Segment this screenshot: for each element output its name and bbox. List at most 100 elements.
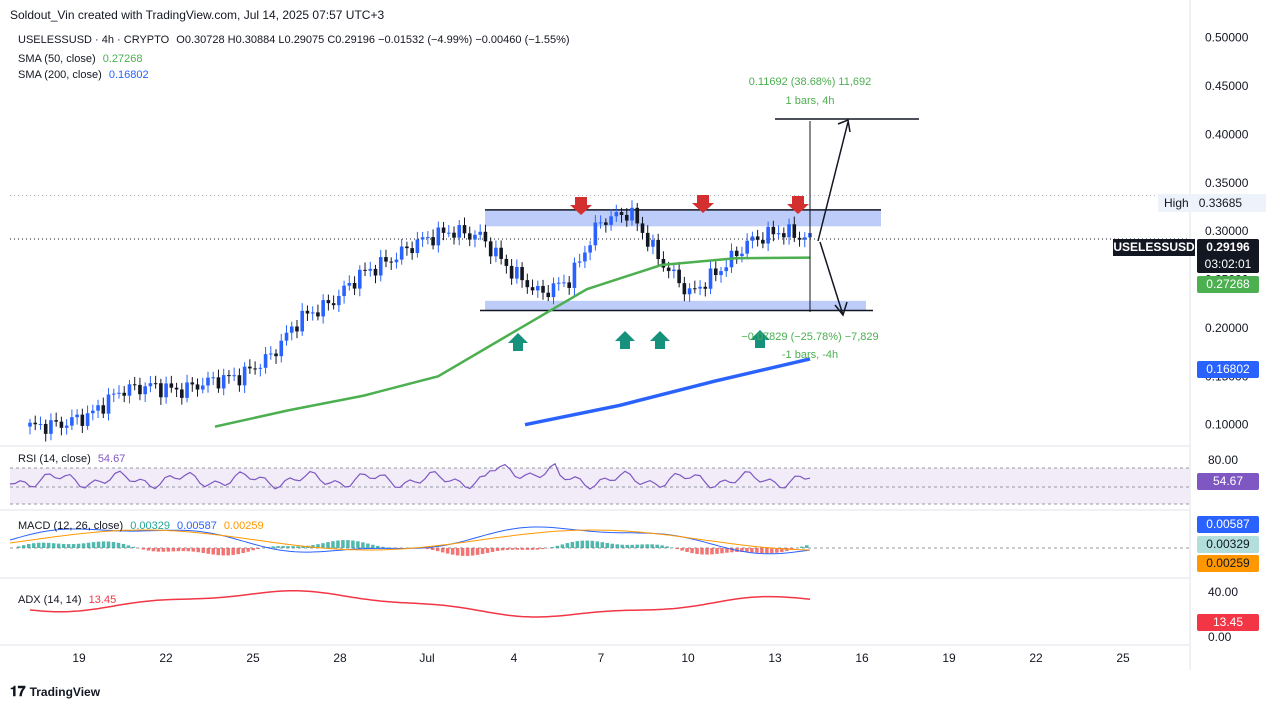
legend-sma50[interactable]: SMA (50, close) 0.27268 [18, 53, 142, 65]
candle-body [305, 310, 310, 314]
candle-body [70, 417, 74, 426]
macd-tag-a: 0.00587 [1197, 516, 1259, 533]
candle-body [640, 223, 645, 233]
candle-body [672, 269, 676, 272]
sma200-label: SMA (200, close) [18, 69, 102, 81]
resistance-arrow-marker [787, 196, 809, 214]
macd-histogram-bar [346, 540, 350, 548]
x-tick-label: 22 [159, 651, 173, 665]
legend-sma200[interactable]: SMA (200, close) 0.16802 [18, 69, 149, 81]
candle-body [232, 375, 236, 377]
candle-body [33, 422, 38, 425]
candle-body [630, 207, 634, 221]
macd-histogram-bar [775, 548, 779, 553]
macd-histogram-bar [166, 548, 171, 552]
adx-price-tag: 13.45 [1197, 614, 1259, 631]
macd-histogram-bar [26, 544, 31, 548]
x-tick-label: Jul [419, 651, 434, 665]
candle-body [153, 383, 158, 385]
macd-histogram-bar [480, 548, 485, 554]
macd-histogram-bar [41, 542, 46, 548]
candle-body [420, 237, 425, 240]
macd-histogram-bar [695, 548, 699, 554]
candle-body [357, 269, 362, 289]
macd-histogram-bar [366, 543, 370, 548]
macd-histogram-bar [351, 540, 355, 548]
support-arrow-marker [750, 330, 770, 348]
macd-histogram-bar [680, 548, 684, 551]
candle-body [38, 423, 43, 425]
macd-histogram-bar [286, 546, 290, 548]
candle-body [211, 377, 216, 379]
macd-histogram-bar [206, 548, 211, 554]
macd-histogram-bar [725, 548, 729, 553]
candle-body [415, 239, 420, 254]
macd-histogram-bar [341, 540, 345, 548]
macd-histogram-bar [455, 548, 460, 556]
rsi-tick: 80.00 [1208, 453, 1238, 467]
macd-histogram-bar [326, 542, 330, 548]
candle-body [337, 296, 341, 306]
rsi-label: RSI (14, close) [18, 453, 91, 465]
candle-body [693, 288, 697, 290]
candle-body [316, 312, 320, 317]
candle-body [185, 382, 189, 398]
candle-body [703, 286, 708, 289]
macd-histogram-bar [81, 543, 86, 548]
candle-body [258, 367, 263, 369]
macd-histogram-bar [780, 548, 784, 553]
macd-histogram-bar [505, 548, 510, 550]
y-tick-label: 0.40000 [1205, 127, 1249, 141]
adx-tick: 0.00 [1208, 630, 1232, 644]
adx-line [29, 589, 811, 618]
candle-body [164, 383, 168, 398]
macd-histogram-bar [535, 548, 540, 550]
candle-body [378, 257, 383, 276]
candle-body [462, 225, 467, 234]
macd-histogram-bar [116, 542, 121, 548]
candle-body [221, 375, 226, 389]
x-tick-label: 16 [855, 651, 869, 665]
legend-macd[interactable]: MACD (12, 26, close) 0.00329 0.00587 0.0… [18, 520, 264, 532]
macd-histogram-bar [500, 548, 505, 551]
candle-body [132, 384, 137, 386]
candle-body [75, 414, 79, 418]
candle-body [394, 259, 399, 263]
candle-body [148, 383, 153, 387]
sma50-value: 0.27268 [102, 53, 143, 65]
y-tick-label: 0.45000 [1205, 79, 1249, 93]
candle-body [452, 232, 456, 238]
candle-body [499, 247, 503, 259]
y-tick-label: 0.35000 [1205, 176, 1249, 190]
macd-histogram-bar [690, 548, 694, 554]
candle-body [782, 233, 786, 238]
candle-body [111, 393, 116, 395]
candle-body [342, 285, 346, 297]
macd-histogram-bar [226, 548, 230, 556]
x-tick-label: 7 [598, 651, 605, 665]
measure-down-bars: -1 bars, -4h [782, 349, 838, 361]
macd-histogram-bar [381, 546, 385, 548]
tradingview-logo[interactable]: 𝟏𝟕 TradingView [10, 683, 100, 700]
x-tick-label: 25 [246, 651, 260, 665]
legend-adx[interactable]: ADX (14, 14) 13.45 [18, 594, 116, 606]
macd-histogram-bar [141, 548, 146, 550]
macd-histogram-bar [550, 547, 555, 548]
candle-body [604, 222, 608, 225]
macd-histogram-bar [520, 548, 525, 550]
y-tick-label: 0.20000 [1205, 321, 1249, 335]
candle-body [405, 246, 409, 249]
macd-histogram-bar [161, 548, 166, 552]
macd-histogram-bar [256, 548, 260, 549]
candle-body [687, 288, 692, 295]
candle-body [206, 377, 210, 386]
macd-histogram-bar [450, 548, 455, 555]
legend-rsi[interactable]: RSI (14, close) 54.67 [18, 453, 125, 465]
candle-body [609, 216, 613, 225]
candle-body [269, 353, 273, 355]
macd-histogram-bar [241, 548, 245, 554]
support-arrow-marker [615, 331, 635, 349]
candle-body [724, 267, 729, 272]
candle-body [467, 233, 472, 240]
